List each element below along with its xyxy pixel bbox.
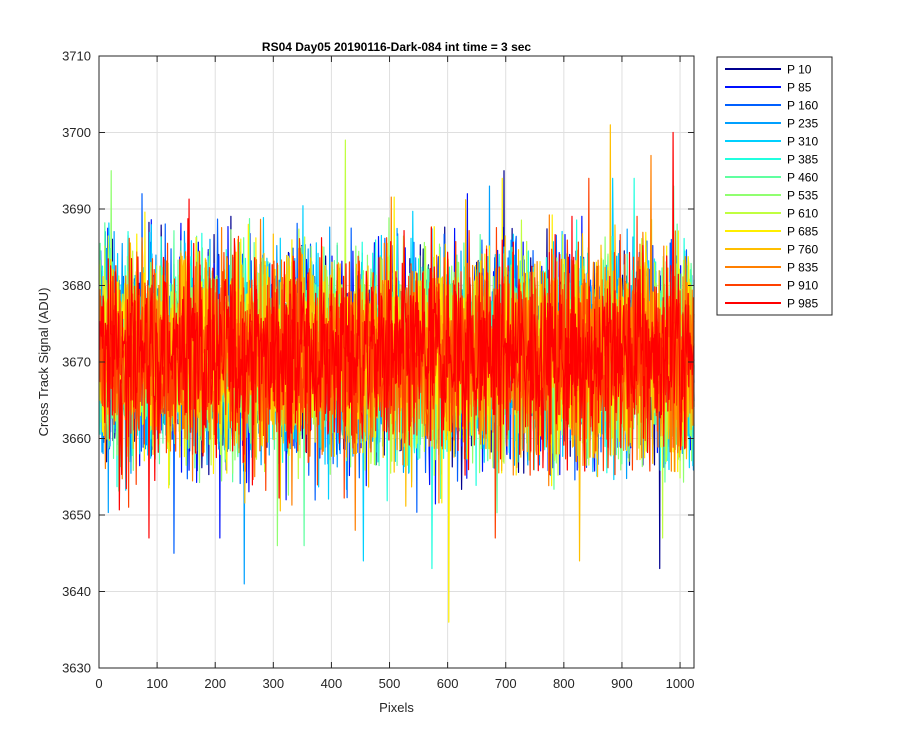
- y-tick-label: 3700: [62, 125, 91, 140]
- legend-label: P 835: [787, 261, 818, 275]
- legend-label: P 385: [787, 153, 818, 167]
- y-tick-label: 3640: [62, 584, 91, 599]
- x-tick-label: 0: [95, 676, 102, 691]
- legend-label: P 985: [787, 297, 818, 311]
- tick-layer: 0 100 200 300 400 500 600 700 800 900 1000 3630 3640…: [62, 49, 694, 692]
- y-tick-label: 3690: [62, 202, 91, 217]
- legend-label: P 910: [787, 279, 818, 293]
- x-tick-label: 500: [379, 676, 401, 691]
- y-tick-label: 3630: [62, 661, 91, 676]
- x-tick-label: 1000: [666, 676, 695, 691]
- legend-label: P 10: [787, 63, 812, 77]
- legend-label: P 460: [787, 171, 818, 185]
- x-tick-label: 400: [321, 676, 343, 691]
- legend-label: P 685: [787, 225, 818, 239]
- y-tick-label: 3660: [62, 431, 91, 446]
- x-tick-label: 900: [611, 676, 633, 691]
- legend-label: P 610: [787, 207, 818, 221]
- legend-box: [716, 56, 833, 316]
- legend-label: P 310: [787, 135, 818, 149]
- x-tick-label: 200: [204, 676, 226, 691]
- legend-label: P 760: [787, 243, 818, 257]
- x-tick-label: 600: [437, 676, 459, 691]
- x-axis-label: Pixels: [379, 700, 414, 715]
- x-tick-label: 300: [262, 676, 284, 691]
- x-tick-label: 700: [495, 676, 517, 691]
- legend-label: P 235: [787, 117, 818, 131]
- legend-label: P 535: [787, 189, 818, 203]
- y-tick-label: 3670: [62, 355, 91, 370]
- y-tick-label: 3680: [62, 278, 91, 293]
- x-tick-label: 100: [146, 676, 168, 691]
- y-tick-label: 3650: [62, 508, 91, 523]
- chart-title: RS04 Day05 20190116-Dark-084 int time = …: [262, 40, 532, 54]
- legend: P 10 P 85 P 160 P 235 P 310 P 385 P 460 P 535 P …: [716, 56, 833, 316]
- x-tick-label: 800: [553, 676, 575, 691]
- series-layer: [98, 124, 695, 623]
- legend-label: P 85: [787, 81, 812, 95]
- series-line: [98, 131, 695, 539]
- y-axis-label: Cross Track Signal (ADU): [36, 288, 51, 437]
- legend-label: P 160: [787, 99, 818, 113]
- y-tick-label: 3710: [62, 49, 91, 64]
